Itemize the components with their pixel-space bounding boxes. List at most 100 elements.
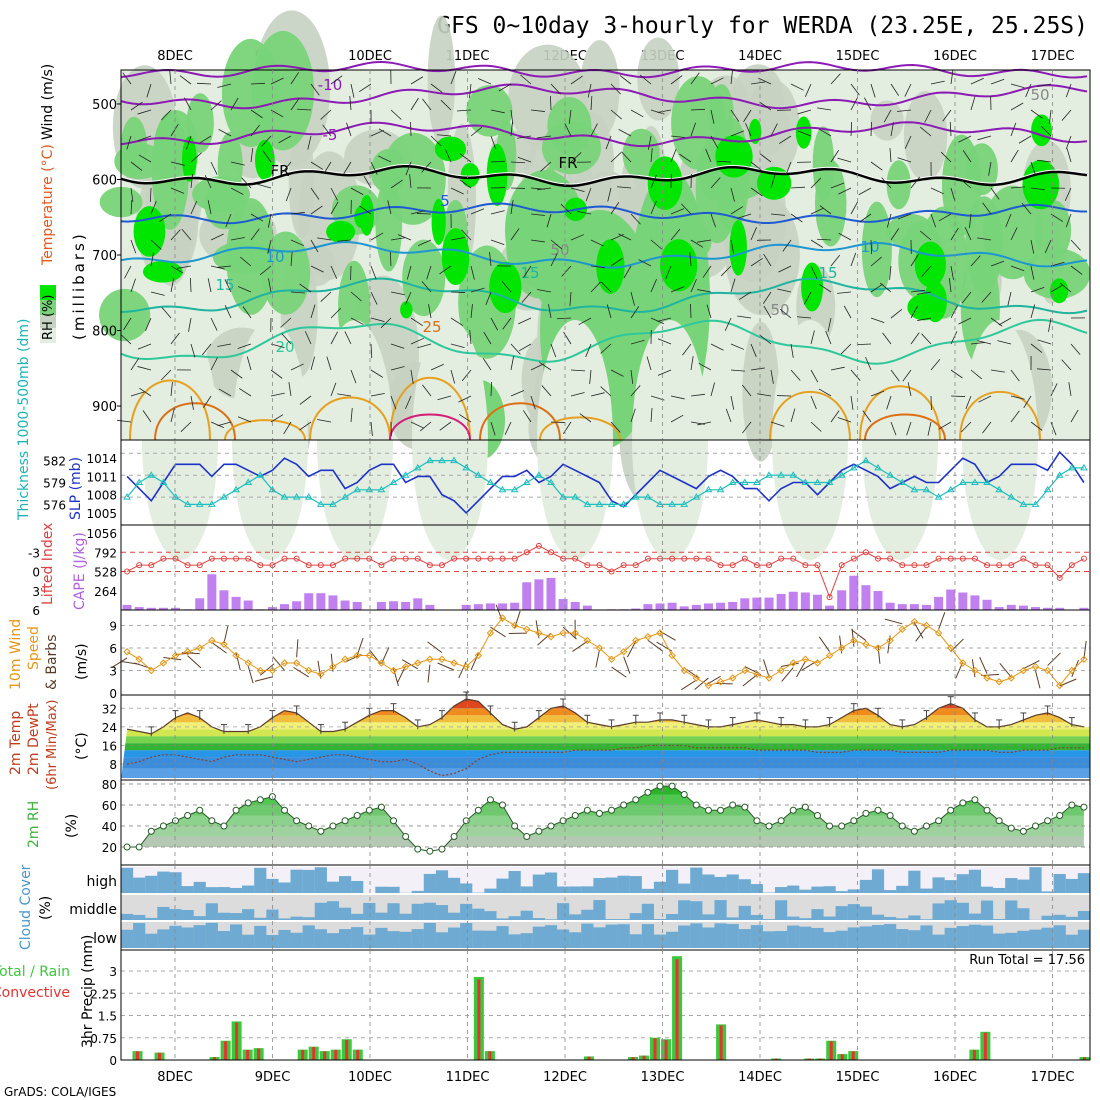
wind-barb [950,331,958,345]
contour-label: 15 [520,264,539,282]
wind-barb [422,98,432,111]
wind-barb [310,205,323,215]
wind-speed-point [983,674,991,682]
wind-barb [211,642,227,654]
thickness-point [934,493,943,500]
wind-barb [350,408,353,423]
li-point [511,555,518,562]
wind-barb [950,369,963,379]
wind-barb [600,281,612,293]
wind-barb [781,667,794,682]
cape-bar [219,590,229,610]
wind-barb [389,251,392,267]
wind-barb [225,213,232,228]
wind-barb [990,317,1003,327]
wind-barb [870,239,872,255]
wind-barb [970,342,985,345]
thickness-point [256,471,265,478]
wind-barb [490,160,506,163]
thickness-point [958,478,967,485]
rh2m-point [583,806,591,814]
cloud-bar [811,886,824,893]
wind-barb [439,421,452,431]
thickness-point [207,500,216,507]
wind-barb [884,618,903,625]
wind-barb [1037,368,1052,371]
cape-bar [582,605,592,610]
rh2m-point [341,817,349,825]
cloud-bar [956,926,969,948]
li-point [317,562,324,569]
li-point [899,562,906,569]
wind-barb [650,200,657,215]
cape-bar [1018,605,1028,610]
wind-barb [150,239,162,250]
wind-barb [1010,83,1025,89]
thickness-point [728,478,737,485]
wind-barb [490,135,497,150]
wind-barb [145,317,152,331]
li-point [887,555,894,562]
rh-blob-green [541,121,602,175]
wind-barb [190,174,193,189]
cape-bar [1030,607,1040,610]
wind-barb [610,421,621,433]
cloud-bar [544,925,558,948]
wind-barb [910,305,919,319]
upper-label-wind: Wind (m/s) [40,64,56,140]
wind-barb [330,331,339,345]
rh-band [127,826,1084,837]
thickness-point [171,493,180,500]
cloud-bar [338,907,352,920]
wind-barb [710,135,719,149]
li-point [959,555,966,562]
contour-label: 10 [860,238,879,256]
wind-barb [810,207,824,215]
cape-bar [158,607,168,610]
thickness-point [304,493,313,500]
li-point [814,562,821,569]
cloud-bar [363,934,376,948]
cloud-bar [847,927,860,948]
cloud-bar [944,900,957,920]
wind-barb [459,153,472,163]
wind-barb [730,130,745,137]
precip-label-b: Convective [0,985,70,1001]
li-point [911,562,918,569]
cloud-bar [847,904,860,920]
cape-tick-label: 1056 [86,527,117,541]
wind-barb [890,308,903,319]
rh-blob-mid [870,100,904,141]
wind-barb [890,421,897,436]
cloud-bar [205,922,218,948]
wind-barb [482,358,492,371]
wind-barb [817,107,832,111]
wind-barb [750,367,765,371]
wind-barb [818,388,832,397]
wind-barb [350,291,362,302]
rh2m-point [377,803,385,811]
cloud-bar [326,901,340,920]
wind-barb [810,421,822,432]
cloud-bar [847,889,860,893]
li-point [996,562,1003,569]
cloud-bar [775,887,788,893]
cloud-bar [181,927,194,948]
wind-barb [510,356,515,371]
cloud-bar [351,913,364,920]
wind-barb [830,150,839,163]
thickness-tick-label: 579 [43,477,66,491]
wind-barb [530,395,536,410]
cloud-bar [326,933,340,948]
wind-barb [650,408,653,423]
wind-barb [322,124,332,137]
li-point [233,555,240,562]
rh2m-point [474,806,482,814]
wind-barb [290,252,293,267]
rh-blob-green [1023,248,1091,299]
precip-conv-bar [818,1058,822,1060]
pressure-tick-label: 600 [92,173,117,188]
wind-barb [521,291,532,303]
wind-barb [230,237,245,241]
temp-unit: (°C) [74,732,90,760]
